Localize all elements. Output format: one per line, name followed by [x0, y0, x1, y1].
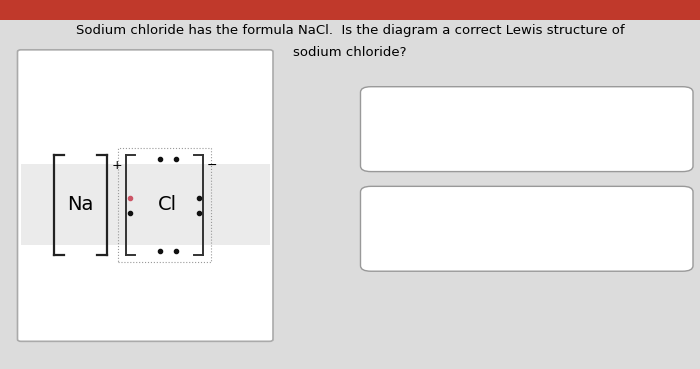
- Text: Na: Na: [67, 195, 94, 214]
- FancyBboxPatch shape: [18, 50, 273, 341]
- FancyBboxPatch shape: [360, 87, 693, 172]
- FancyBboxPatch shape: [360, 186, 693, 271]
- Text: B) the diagram is an incorrect Lewis structure
of methane.: B) the diagram is an incorrect Lewis str…: [384, 201, 654, 229]
- Text: Sodium chloride has the formula NaCl.  Is the diagram a correct Lewis structure : Sodium chloride has the formula NaCl. Is…: [76, 24, 624, 37]
- Text: Cl: Cl: [158, 195, 177, 214]
- Bar: [0, 0, 700, 20]
- Text: +: +: [112, 159, 122, 172]
- Text: A) the diagram is a correct Lewis structure of
methane.: A) the diagram is a correct Lewis struct…: [384, 101, 651, 130]
- Text: sodium chloride?: sodium chloride?: [293, 46, 407, 59]
- Text: −: −: [207, 159, 218, 172]
- Bar: [21, 164, 270, 245]
